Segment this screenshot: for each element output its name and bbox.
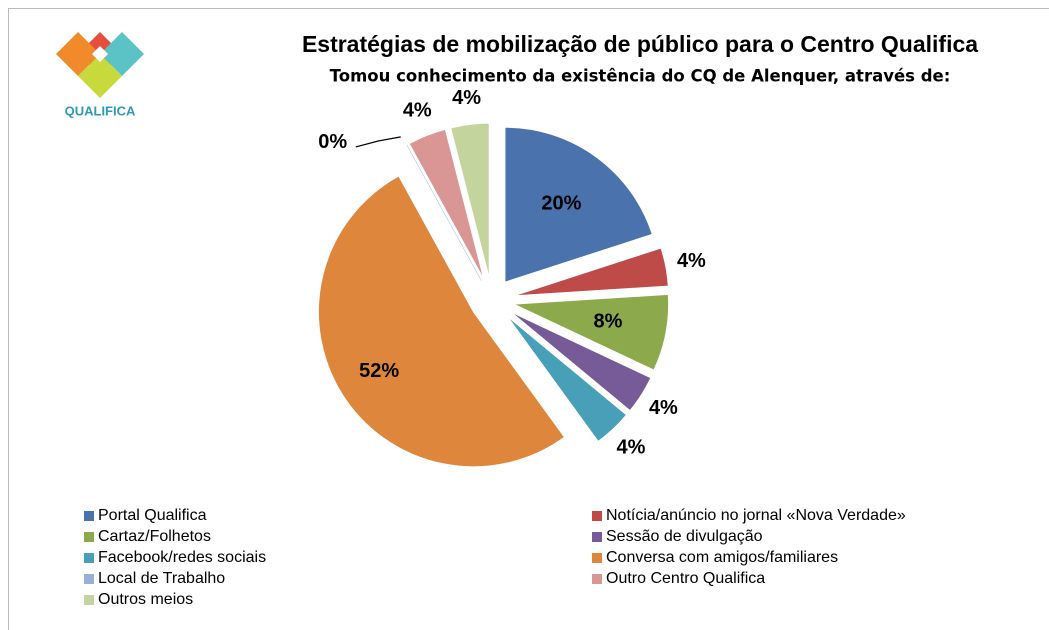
data-label: 4% xyxy=(617,436,646,458)
legend-label: Facebook/redes sociais xyxy=(98,549,266,566)
pie-slice xyxy=(504,126,653,283)
legend-label: Local de Trabalho xyxy=(98,570,225,587)
logo: QUALIFICA xyxy=(56,32,144,118)
legend-label: Sessão de divulgação xyxy=(606,528,763,545)
pie-slice xyxy=(513,247,669,297)
data-label: 4% xyxy=(677,250,706,272)
legend-swatch xyxy=(84,511,94,521)
data-label: 0% xyxy=(318,131,347,153)
data-label: 8% xyxy=(594,310,623,332)
data-label: 4% xyxy=(649,397,678,419)
data-label: 4% xyxy=(452,87,481,109)
logo-text: QUALIFICA xyxy=(65,103,136,118)
legend-label: Outros meios xyxy=(98,591,193,608)
pie-slice xyxy=(450,122,490,279)
pie-slice xyxy=(506,315,628,443)
pie-slice xyxy=(510,311,652,412)
legend-label: Conversa com amigos/familiares xyxy=(606,549,838,566)
frame xyxy=(8,8,1049,630)
data-label: 20% xyxy=(541,193,581,215)
legend-label: Portal Qualifica xyxy=(98,507,207,524)
leader-line xyxy=(355,136,401,148)
legend-swatch xyxy=(84,595,94,605)
legend-label: Cartaz/Folhetos xyxy=(98,528,211,545)
legend-label: Outro Centro Qualifica xyxy=(606,570,765,587)
legend-label: Notícia/anúncio no jornal «Nova Verdade» xyxy=(606,507,906,524)
pie-slice xyxy=(317,175,566,468)
legend-swatch xyxy=(84,574,94,584)
legend-swatch xyxy=(592,574,602,584)
legend-swatch xyxy=(84,553,94,563)
chart-title: Estratégias de mobilização de público pa… xyxy=(302,31,978,57)
legend-swatch xyxy=(592,532,602,542)
data-label: 52% xyxy=(359,360,399,382)
chart-subtitle: Tomou conhecimento da existência do CQ d… xyxy=(330,67,951,86)
data-label: 4% xyxy=(403,100,432,122)
pie-slice xyxy=(513,293,670,371)
legend-swatch xyxy=(84,532,94,542)
pie-slice xyxy=(408,128,485,280)
pie-slice xyxy=(406,144,482,281)
legend-swatch xyxy=(592,511,602,521)
legend-swatch xyxy=(592,553,602,563)
